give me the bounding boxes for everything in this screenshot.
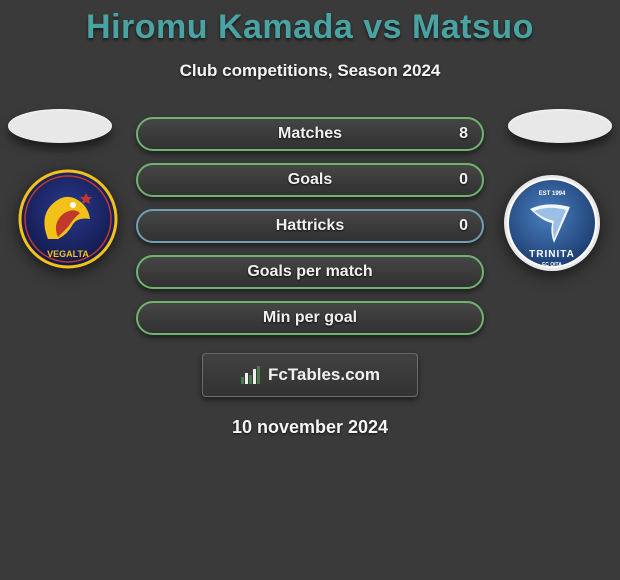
stat-rows: Matches 8 Goals 0 Hattricks 0 Goals per …: [136, 117, 484, 335]
branding-box[interactable]: FcTables.com: [202, 353, 418, 397]
stat-row: Goals per match: [136, 255, 484, 289]
stat-row: Min per goal: [136, 301, 484, 335]
date-label: 10 november 2024: [0, 417, 620, 438]
subtitle: Club competitions, Season 2024: [0, 61, 620, 81]
branding-text: FcTables.com: [268, 365, 380, 385]
stat-label: Matches: [278, 125, 342, 143]
club-badge-right: EST 1994 TRINITA FC OITA: [502, 173, 602, 273]
comparison-card: Hiromu Kamada vs Matsuo Club competition…: [0, 0, 620, 438]
club-badge-left: VEGALTA: [18, 169, 118, 269]
bar-chart-icon: [240, 365, 262, 385]
page-title: Hiromu Kamada vs Matsuo: [0, 8, 620, 47]
player-photo-left: [8, 109, 112, 143]
comparison-body: VEGALTA EST 1994 TRINITA FC OITA Matc: [0, 117, 620, 438]
stat-row: Matches 8: [136, 117, 484, 151]
stat-label: Goals per match: [247, 263, 372, 281]
stat-value-right: 0: [459, 217, 468, 235]
badge-right-bottom-text: TRINITA: [529, 249, 575, 260]
stat-label: Hattricks: [276, 217, 344, 235]
stat-row: Hattricks 0: [136, 209, 484, 243]
stat-row: Goals 0: [136, 163, 484, 197]
stat-value-right: 0: [459, 171, 468, 189]
badge-right-small-text: FC OITA: [542, 262, 562, 268]
stat-label: Goals: [288, 171, 332, 189]
player-photo-right: [508, 109, 612, 143]
stat-label: Min per goal: [263, 309, 357, 327]
stat-value-right: 8: [459, 125, 468, 143]
badge-right-top-text: EST 1994: [539, 191, 566, 197]
badge-left-text: VEGALTA: [47, 249, 89, 259]
